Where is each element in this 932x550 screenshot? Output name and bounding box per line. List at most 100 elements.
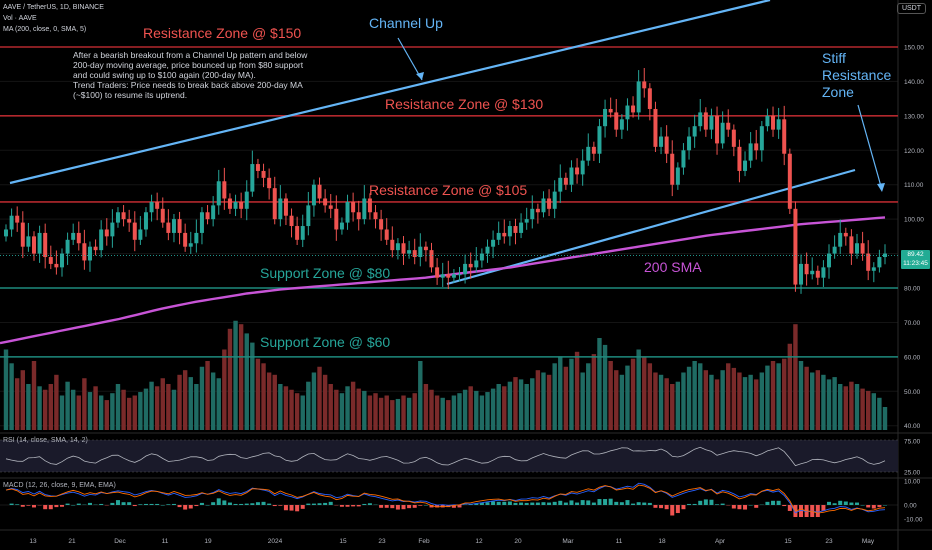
macd-histogram-bar — [703, 499, 708, 505]
volume-bar — [328, 384, 333, 430]
macd-histogram-bar — [429, 505, 434, 508]
candle-body — [535, 208, 540, 213]
volume-bar — [37, 386, 42, 430]
candle-body — [311, 184, 316, 206]
macd-histogram-bar — [423, 505, 428, 506]
analysis-note: After a bearish breakout from a Channel … — [73, 50, 313, 100]
macd-histogram-bar — [295, 505, 300, 512]
candle-body — [670, 153, 675, 185]
macd-histogram-bar — [205, 505, 210, 506]
rsi-label[interactable]: RSI (14, close, SMA, 14, 2) — [3, 437, 88, 444]
candle-body — [715, 115, 720, 144]
macd-histogram-bar — [132, 505, 137, 507]
macd-histogram-bar — [289, 505, 294, 511]
candle-body — [479, 253, 484, 261]
volume-indicator-label[interactable]: Vol · AAVE — [3, 15, 37, 22]
candle-body — [787, 153, 792, 209]
macd-histogram-bar — [31, 505, 36, 508]
macd-histogram-bar — [272, 505, 277, 507]
candle-body — [351, 201, 356, 213]
macd-histogram-bar — [26, 505, 31, 506]
volume-bar — [770, 361, 776, 430]
candle-body — [211, 205, 216, 220]
volume-bar — [882, 407, 888, 430]
volume-bar — [20, 370, 25, 430]
macd-histogram-bar — [815, 505, 820, 517]
candle-body — [524, 219, 529, 223]
channel-up-label: Channel Up — [369, 15, 443, 31]
currency-button[interactable]: USDT — [896, 3, 926, 14]
macd-histogram-bar — [155, 503, 160, 505]
date-tick: 18 — [658, 538, 666, 545]
date-tick: 23 — [825, 538, 833, 545]
candle-body — [440, 274, 445, 278]
candle-body — [558, 177, 563, 192]
macd-histogram-bar — [748, 505, 753, 506]
volume-bar — [440, 397, 445, 430]
macd-label[interactable]: MACD (12, 26, close, 9, EMA, EMA) — [3, 482, 116, 489]
candle-body — [367, 198, 372, 213]
macd-histogram-bar — [143, 503, 148, 505]
symbol-title[interactable]: AAVE / TetherUS, 1D, BINANCE — [3, 4, 104, 11]
macd-histogram-bar — [535, 502, 540, 505]
macd-histogram-bar — [558, 500, 563, 505]
volume-bar — [630, 358, 636, 430]
macd-histogram-bar — [731, 505, 736, 509]
volume-bar — [759, 372, 765, 430]
candle-body — [731, 129, 736, 147]
macd-tick: 0.00 — [904, 503, 917, 510]
volume-bar — [334, 389, 339, 430]
volume-bar — [462, 389, 468, 430]
macd-histogram-bar — [166, 504, 171, 505]
macd-histogram-bar — [323, 502, 328, 505]
volume-bar — [261, 363, 266, 430]
price-tick: 130.00 — [904, 113, 924, 120]
channel-arrow — [397, 37, 423, 81]
candle-body — [860, 243, 865, 254]
candle-body — [681, 150, 686, 168]
volume-bar — [675, 381, 681, 430]
macd-histogram-bar — [127, 502, 132, 505]
volume-bar — [149, 381, 154, 430]
date-tick: 15 — [784, 538, 792, 545]
macd-histogram-bar — [345, 505, 350, 507]
last-price-badge[interactable]: 89.42 11:23:45 — [901, 250, 930, 269]
macd-histogram-bar — [860, 505, 865, 506]
volume-bar — [227, 328, 233, 430]
volume-bar — [871, 393, 877, 430]
volume-bar — [619, 374, 625, 430]
candle-body — [810, 270, 815, 275]
candle-body — [698, 112, 703, 127]
volume-bar — [65, 381, 70, 430]
macd-histogram-bar — [496, 501, 501, 505]
volume-bar — [558, 356, 563, 430]
macd-histogram-bar — [239, 503, 244, 505]
macd-histogram-bar — [211, 502, 216, 505]
macd-histogram-bar — [642, 502, 647, 505]
volume-bar — [205, 361, 210, 430]
volume-bar — [362, 390, 367, 430]
volume-bar — [59, 395, 65, 430]
volume-bar — [278, 384, 283, 430]
candle-body — [849, 236, 854, 254]
volume-bar — [446, 400, 451, 430]
macd-histogram-bar — [687, 503, 692, 505]
macd-histogram-bar — [619, 502, 624, 505]
candle-body — [748, 143, 753, 161]
ma-indicator-label[interactable]: MA (200, close, 0, SMA, 5) — [3, 26, 87, 33]
candle-body — [244, 191, 249, 209]
macd-histogram-bar — [580, 500, 585, 505]
candle-body — [199, 212, 204, 233]
candle-body — [591, 146, 596, 154]
macd-histogram-bar — [395, 505, 400, 510]
macd-histogram-bar — [474, 503, 479, 505]
candle-body — [222, 181, 227, 199]
macd-histogram-bar — [827, 501, 832, 505]
volume-bar — [429, 389, 434, 430]
candle-body — [647, 88, 652, 109]
candle-body — [26, 236, 31, 247]
stiff-arrowhead — [877, 183, 885, 192]
macd-histogram-bar — [664, 505, 669, 510]
volume-bar — [854, 384, 860, 430]
